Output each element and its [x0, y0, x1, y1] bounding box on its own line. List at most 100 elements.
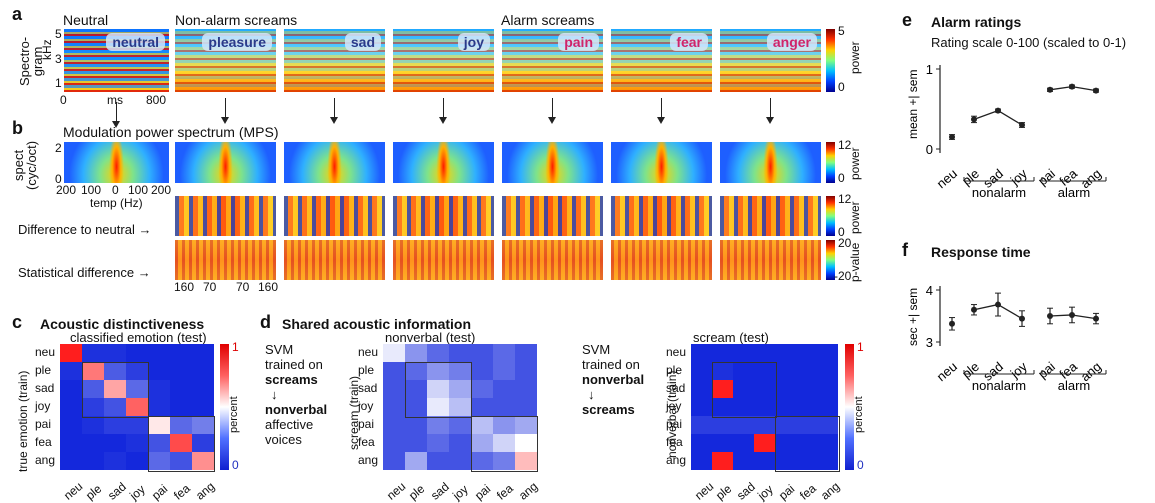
mps-pain	[502, 142, 603, 183]
x-category-label: neu	[934, 166, 960, 191]
heatmap-cell	[712, 416, 733, 434]
heatmap-cell	[471, 452, 493, 470]
emotion-tag: sad	[344, 33, 381, 51]
heatmap-cell	[754, 398, 775, 416]
heatmap-cell	[471, 344, 493, 362]
heatmap-cell	[712, 452, 733, 470]
heatmap-cell	[104, 380, 126, 398]
x-tick: 100	[128, 183, 149, 197]
heatmap-cell	[126, 380, 148, 398]
heatmap-cell	[82, 380, 104, 398]
difference-label: Difference to neutral →	[18, 222, 152, 237]
y-category-label: fea	[35, 435, 52, 449]
series-line	[1049, 85, 1073, 91]
x-category-label: sad	[733, 479, 758, 503]
heatmap-cell	[471, 434, 493, 452]
heatmap-cell	[796, 452, 817, 470]
heatmap-cell	[427, 362, 449, 380]
heatmap-cell	[405, 362, 427, 380]
x-category-label: pai	[775, 481, 797, 503]
mps-fear	[611, 142, 712, 183]
heatmap-cell	[775, 362, 796, 380]
heatmap-cell	[104, 452, 126, 470]
heatmap-cell	[817, 362, 838, 380]
heatmap-cell	[775, 380, 796, 398]
heatmap-cell	[405, 416, 427, 434]
heatmap-cell	[796, 416, 817, 434]
screams-to-nonverbal-matrix	[383, 344, 537, 470]
heatmap-cell	[148, 380, 170, 398]
heatmap-cell	[691, 380, 712, 398]
heatmap-cell	[775, 344, 796, 362]
spectrogram-colorbar	[826, 29, 835, 92]
heatmap-cell	[449, 344, 471, 362]
y-category-label: joy	[35, 399, 51, 413]
diff-sad	[284, 196, 385, 236]
y-category-label: ang	[35, 453, 56, 467]
heatmap-cell	[427, 434, 449, 452]
y-category-label: ple	[35, 363, 52, 377]
heatmap-cell	[471, 416, 493, 434]
heatmap-cell	[775, 434, 796, 452]
heatmap-cell	[449, 434, 471, 452]
x-category-label: ple	[712, 481, 734, 503]
heatmap-cell	[775, 398, 796, 416]
x-category-label: ang	[817, 479, 842, 503]
heatmap-cell	[733, 344, 754, 362]
colorbar-label: percent	[853, 396, 865, 433]
panel-c-title: Acoustic distinctiveness	[40, 316, 205, 332]
heatmap-cell	[170, 398, 192, 416]
emotion-tag: anger	[766, 33, 817, 51]
heatmap-cell	[170, 362, 192, 380]
stat-pain	[502, 240, 603, 280]
data-point	[995, 107, 1001, 114]
heatmap-cell	[691, 434, 712, 452]
heatmap-cell	[796, 380, 817, 398]
neutral-label: Neutral	[63, 12, 109, 28]
panel-b-letter: b	[12, 118, 23, 138]
heatmap-cell	[712, 398, 733, 416]
down-arrow-icon	[766, 98, 774, 124]
alarm-label: Alarm screams	[501, 12, 595, 28]
heatmap-cell	[383, 434, 405, 452]
heatmap-cell	[471, 380, 493, 398]
spectrogram-neutral: neutral	[64, 29, 169, 92]
colorbar-tick: 1	[857, 340, 864, 354]
heatmap-cell	[104, 434, 126, 452]
y-category-label: ang	[666, 453, 687, 467]
y-category-label: ple	[358, 363, 375, 377]
heatmap-cell	[775, 452, 796, 470]
heatmap-cell	[60, 398, 82, 416]
group-label-nonalarm: nonalarm	[972, 378, 1026, 393]
panel-d-title: Shared acoustic information	[282, 316, 472, 332]
x-category-label: ple	[406, 481, 428, 503]
panel-e-title: Alarm ratings	[931, 14, 1022, 30]
y-tick: 1	[55, 76, 62, 90]
y-category-label: joy	[666, 399, 682, 413]
series-line	[973, 303, 999, 311]
colorbar-label: power	[848, 201, 862, 234]
alarm-box	[148, 416, 215, 472]
data-point	[1047, 86, 1053, 93]
heatmap-cell	[60, 344, 82, 362]
x-tick: 800	[146, 93, 167, 107]
heatmap-cell	[405, 434, 427, 452]
data-point	[1019, 315, 1025, 322]
heatmap-cell	[733, 398, 754, 416]
heatmap-cell	[148, 452, 170, 470]
x-tick: 200	[56, 183, 77, 197]
heatmap-cell	[449, 398, 471, 416]
heatmap-cell	[126, 362, 148, 380]
x-category-label: neu	[934, 359, 960, 384]
x-category-label: neu	[384, 479, 409, 503]
data-point	[1047, 313, 1053, 319]
mps-pleasure	[175, 142, 276, 183]
data-point	[1069, 311, 1075, 318]
heatmap-cell	[383, 398, 405, 416]
panel-c-y-label: true emotion (train)	[16, 370, 30, 472]
emotion-tag: pain	[558, 33, 599, 51]
colorbar-tick: 0	[232, 458, 239, 472]
heatmap-cell	[493, 434, 515, 452]
colorbar-label: power	[848, 147, 862, 180]
